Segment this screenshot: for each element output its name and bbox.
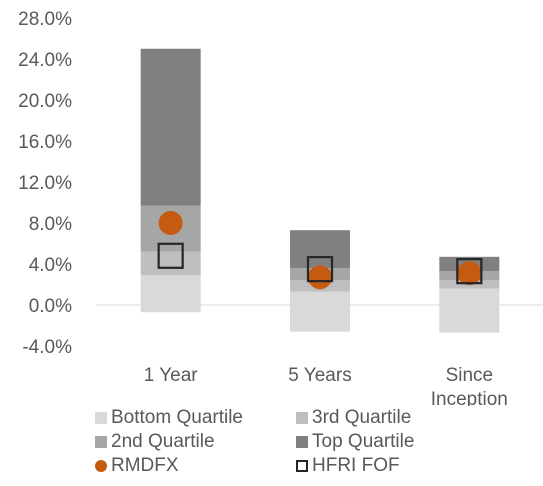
y-tick-label: 8.0%	[29, 214, 72, 235]
legend-swatch-bottom-quartile	[95, 412, 107, 424]
y-tick-label: 16.0%	[18, 132, 72, 153]
legend-label-2nd-quartile: 2nd Quartile	[111, 431, 215, 452]
legend-label-3rd-quartile: 3rd Quartile	[312, 407, 412, 428]
legend-row: RMDFX HFRI FOF	[95, 454, 535, 478]
legend-marker-circle-icon	[95, 460, 107, 472]
y-tick-label: 24.0%	[18, 50, 72, 71]
marker-rmdfx	[158, 211, 183, 235]
legend-item-top-quartile: Top Quartile	[296, 431, 496, 453]
legend-item-hfri-fof: HFRI FOF	[296, 455, 496, 477]
legend-item-rmdfx: RMDFX	[95, 455, 296, 477]
y-tick-label: 4.0%	[29, 255, 72, 276]
marker-rmdfx	[308, 265, 332, 290]
legend-marker-square-icon	[296, 460, 308, 472]
marker-hfri-fof	[306, 256, 334, 283]
legend-item-3rd-quartile: 3rd Quartile	[296, 407, 496, 429]
marker-hfri-fof	[456, 258, 483, 285]
y-tick-label: 28.0%	[18, 9, 72, 30]
legend-swatch-2nd-quartile	[95, 436, 107, 448]
legend-label-hfri-fof: HFRI FOF	[312, 455, 400, 476]
bar-3rd-quartile	[140, 251, 201, 276]
x-tick-label: Since Inception	[431, 365, 508, 406]
bar-bottom-quartile	[439, 288, 500, 333]
marker-hfri-fof	[157, 242, 184, 269]
bar-bottom-quartile	[290, 291, 350, 332]
y-axis-tick-labels: -4.0% 0.0% 4.0% 8.0% 12.0% 16.0% 20.0% 24.0% 28.…	[18, 9, 72, 358]
bar-bottom-quartile	[140, 275, 201, 313]
chart: -4.0% 0.0% 4.0% 8.0% 12.0% 16.0% 20.0% 24.0% 28.…	[18, 9, 543, 406]
bar-top-quartile	[290, 230, 350, 269]
x-tick-label: 5 Years	[288, 365, 351, 386]
legend-item-2nd-quartile: 2nd Quartile	[95, 431, 296, 453]
bar-top-quartile	[140, 48, 201, 206]
marker-rmdfx	[457, 261, 482, 286]
y-tick-label: 20.0%	[18, 91, 72, 112]
y-tick-label: 12.0%	[18, 173, 72, 194]
bar-ranges	[140, 48, 500, 333]
series-markers	[157, 211, 483, 290]
x-tick-label: 1 Year	[144, 365, 199, 386]
legend-row: Bottom Quartile 3rd Quartile	[95, 406, 535, 430]
x-axis-tick-labels: 1 Year 5 Years Since Inception	[144, 365, 508, 406]
legend-item-bottom-quartile: Bottom Quartile	[95, 407, 296, 429]
legend-swatch-3rd-quartile	[296, 412, 308, 424]
y-tick-label: -4.0%	[22, 337, 72, 358]
legend-label-top-quartile: Top Quartile	[312, 431, 415, 452]
legend-label-rmdfx: RMDFX	[111, 455, 179, 476]
legend-swatch-top-quartile	[296, 436, 308, 448]
y-tick-label: 0.0%	[29, 296, 72, 317]
legend: Bottom Quartile 3rd Quartile 2nd Quartil…	[95, 406, 535, 478]
legend-label-bottom-quartile: Bottom Quartile	[111, 407, 243, 428]
legend-row: 2nd Quartile Top Quartile	[95, 430, 535, 454]
